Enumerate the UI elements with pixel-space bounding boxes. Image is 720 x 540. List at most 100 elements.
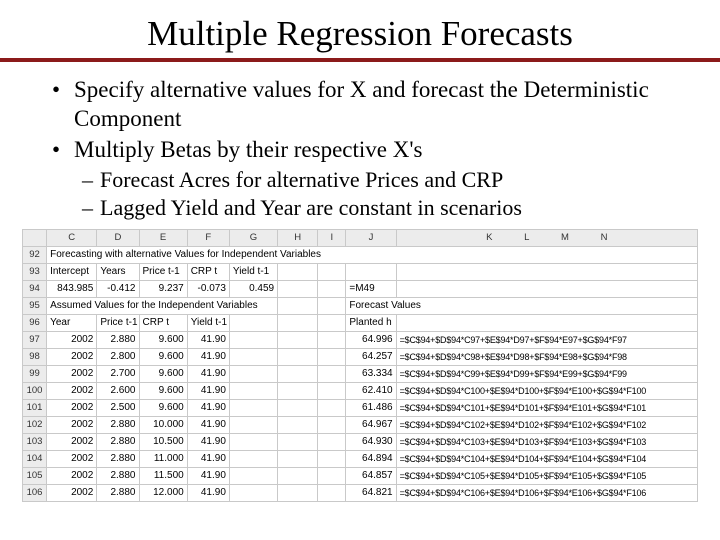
bullet-list: • Specify alternative values for X and f…	[22, 76, 698, 221]
cell	[229, 332, 277, 349]
cell: 64.967	[346, 417, 396, 434]
cell: 64.996	[346, 332, 396, 349]
cell: 2002	[47, 400, 97, 417]
cell	[396, 315, 697, 332]
row-header: 99	[23, 366, 47, 383]
cell-formula: =$C$94+$D$94*C102+$E$94*D102+$F$94*E102+…	[396, 417, 697, 434]
cell	[278, 417, 318, 434]
column-header: I	[318, 230, 346, 247]
row-header: 103	[23, 434, 47, 451]
cell: Year	[47, 315, 97, 332]
cell	[229, 383, 277, 400]
table-row: 10320022.88010.50041.9064.930=$C$94+$D$9…	[23, 434, 698, 451]
cell: 843.985	[47, 281, 97, 298]
cell	[278, 366, 318, 383]
cell: Price t-1	[139, 264, 187, 281]
cell: 64.857	[346, 468, 396, 485]
cell: 41.90	[187, 383, 229, 400]
cell: Price t-1	[97, 315, 139, 332]
bullet-text: Lagged Yield and Year are constant in sc…	[100, 194, 522, 222]
cell: 2002	[47, 451, 97, 468]
cell	[229, 468, 277, 485]
cell: Intercept	[47, 264, 97, 281]
bullet-marker: •	[52, 76, 74, 134]
cell: Assumed Values for the Independent Varia…	[47, 298, 278, 315]
slide-title: Multiple Regression Forecasts	[22, 14, 698, 54]
cell: 2002	[47, 366, 97, 383]
cell: Forecast Values	[346, 298, 698, 315]
table-row: 10420022.88011.00041.9064.894=$C$94+$D$9…	[23, 451, 698, 468]
cell	[229, 349, 277, 366]
row-header: 97	[23, 332, 47, 349]
cell	[318, 417, 346, 434]
cell: 2.880	[97, 332, 139, 349]
cell	[278, 468, 318, 485]
cell: 2.880	[97, 434, 139, 451]
cell: 64.894	[346, 451, 396, 468]
cell: 2002	[47, 349, 97, 366]
cell	[318, 315, 346, 332]
table-row: 10120022.5009.60041.9061.486=$C$94+$D$94…	[23, 400, 698, 417]
cell	[278, 349, 318, 366]
cell: Yield t-1	[187, 315, 229, 332]
cell	[278, 451, 318, 468]
cell	[278, 485, 318, 502]
cell: 41.90	[187, 366, 229, 383]
cell	[318, 400, 346, 417]
column-header: G	[229, 230, 277, 247]
cell: 2.880	[97, 451, 139, 468]
table-row: 10620022.88012.00041.9064.821=$C$94+$D$9…	[23, 485, 698, 502]
cell: 64.257	[346, 349, 396, 366]
column-header: D	[97, 230, 139, 247]
table-row: 96 Year Price t-1 CRP t Yield t-1 Plante…	[23, 315, 698, 332]
sub-bullet-item: – Forecast Acres for alternative Prices …	[52, 166, 698, 194]
cell	[278, 383, 318, 400]
cell: 2.880	[97, 485, 139, 502]
cell-formula: =$C$94+$D$94*C104+$E$94*D104+$F$94*E104+…	[396, 451, 697, 468]
cell	[229, 400, 277, 417]
cell: 2.800	[97, 349, 139, 366]
cell	[278, 298, 318, 315]
cell	[229, 485, 277, 502]
bullet-text: Specify alternative values for X and for…	[74, 76, 698, 134]
bullet-text: Forecast Acres for alternative Prices an…	[100, 166, 503, 194]
table-row: 9820022.8009.60041.9064.257=$C$94+$D$94*…	[23, 349, 698, 366]
cell: 2.500	[97, 400, 139, 417]
cell: 2.880	[97, 468, 139, 485]
cell-formula: =$C$94+$D$94*C97+$E$94*D97+$F$94*E97+$G$…	[396, 332, 697, 349]
cell	[229, 315, 277, 332]
table-row: 93 Intercept Years Price t-1 CRP t Yield…	[23, 264, 698, 281]
cell	[278, 315, 318, 332]
cell: CRP t	[187, 264, 229, 281]
row-header: 95	[23, 298, 47, 315]
cell: 11.500	[139, 468, 187, 485]
row-header: 102	[23, 417, 47, 434]
column-header: E	[139, 230, 187, 247]
row-header: 101	[23, 400, 47, 417]
table-row: 9720022.8809.60041.9064.996=$C$94+$D$94*…	[23, 332, 698, 349]
column-header: H	[278, 230, 318, 247]
cell: 2.700	[97, 366, 139, 383]
cell: Years	[97, 264, 139, 281]
row-header: 92	[23, 247, 47, 264]
column-header: C	[47, 230, 97, 247]
row-header: 106	[23, 485, 47, 502]
cell	[318, 383, 346, 400]
cell-formula: =$C$94+$D$94*C99+$E$94*D99+$F$94*E99+$G$…	[396, 366, 697, 383]
spreadsheet-table: C D E F G H I J K L M N 92 Forecasting w…	[22, 229, 698, 502]
sub-bullet-item: – Lagged Yield and Year are constant in …	[52, 194, 698, 222]
bullet-marker: –	[82, 194, 100, 222]
bullet-marker: •	[52, 136, 74, 165]
cell: 2.600	[97, 383, 139, 400]
title-rule	[0, 58, 720, 62]
cell: Planted h	[346, 315, 396, 332]
cell-formula: =$C$94+$D$94*C105+$E$94*D105+$F$94*E105+…	[396, 468, 697, 485]
cell: 2002	[47, 485, 97, 502]
cell	[278, 332, 318, 349]
cell: 2002	[47, 434, 97, 451]
column-header: F	[187, 230, 229, 247]
cell: 41.90	[187, 485, 229, 502]
row-header: 104	[23, 451, 47, 468]
cell-formula: =$C$94+$D$94*C106+$E$94*D106+$F$94*E106+…	[396, 485, 697, 502]
cell: 2002	[47, 332, 97, 349]
